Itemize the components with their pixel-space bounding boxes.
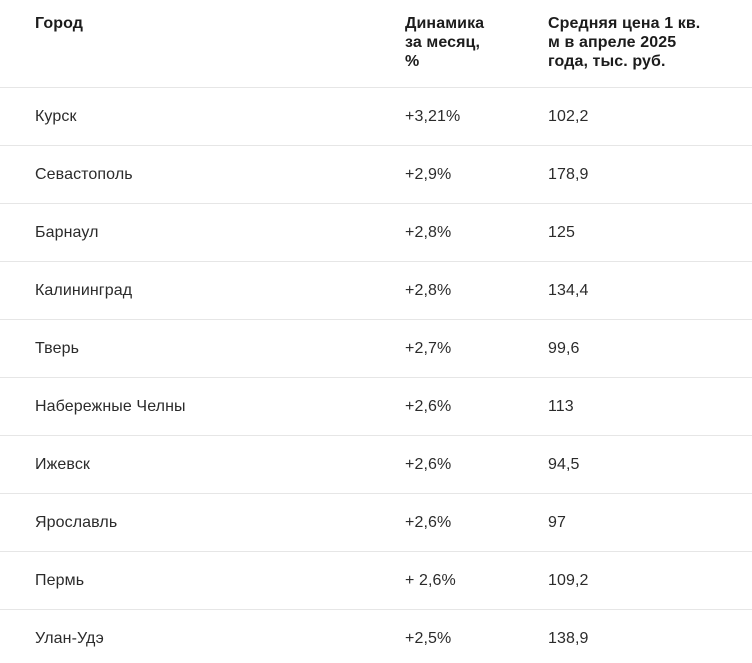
price-cell: 125 bbox=[548, 223, 575, 241]
dynamics-cell: +2,6% bbox=[405, 513, 452, 531]
price-cell: 138,9 bbox=[548, 630, 589, 647]
table-row: Пермь + 2,6% 109,2 bbox=[0, 552, 752, 610]
city-cell: Севастополь bbox=[35, 165, 133, 183]
price-cell: 102,2 bbox=[548, 107, 589, 125]
price-cell: 97 bbox=[548, 513, 566, 531]
table-row: Курск +3,21% 102,2 bbox=[0, 88, 752, 146]
table-row: Калининград +2,8% 134,4 bbox=[0, 262, 752, 320]
city-cell: Улан-Удэ bbox=[35, 630, 104, 647]
column-header-city: Город bbox=[35, 15, 84, 32]
city-cell: Курск bbox=[35, 107, 77, 125]
price-cell: 113 bbox=[548, 397, 574, 415]
city-cell: Пермь bbox=[35, 571, 85, 589]
price-cell: 94,5 bbox=[548, 455, 580, 473]
price-cell: 134,4 bbox=[548, 281, 589, 299]
city-cell: Барнаул bbox=[35, 223, 99, 241]
table-row: Набережные Челны +2,6% 113 bbox=[0, 378, 752, 436]
price-cell: 99,6 bbox=[548, 339, 580, 357]
table-header: Город Динамика за месяц, % Средняя цена … bbox=[0, 0, 752, 88]
table-row: Севастополь +2,9% 178,9 bbox=[0, 146, 752, 204]
dynamics-cell: +2,9% bbox=[405, 165, 452, 183]
table-row: Барнаул +2,8% 125 bbox=[0, 204, 752, 262]
city-cell: Калининград bbox=[35, 281, 133, 299]
price-cell: 178,9 bbox=[548, 165, 589, 183]
dynamics-cell: +3,21% bbox=[405, 107, 461, 125]
column-header-price: Средняя цена 1 кв. м в апреле 2025 года,… bbox=[548, 15, 701, 70]
dynamics-cell: +2,7% bbox=[405, 339, 452, 357]
dynamics-cell: +2,5% bbox=[405, 630, 452, 647]
column-header-dynamics: Динамика за месяц, % bbox=[405, 15, 485, 70]
table-row: Ярославль +2,6% 97 bbox=[0, 494, 752, 552]
table-row: Тверь +2,7% 99,6 bbox=[0, 320, 752, 378]
dynamics-cell: +2,6% bbox=[405, 455, 452, 473]
city-cell: Тверь bbox=[35, 339, 80, 357]
dynamics-cell: +2,8% bbox=[405, 281, 452, 299]
dynamics-cell: + 2,6% bbox=[405, 571, 456, 589]
dynamics-cell: +2,8% bbox=[405, 223, 452, 241]
dynamics-cell: +2,6% bbox=[405, 397, 452, 415]
city-cell: Набережные Челны bbox=[35, 397, 186, 415]
city-cell: Ярославль bbox=[35, 513, 118, 531]
price-cell: 109,2 bbox=[548, 571, 589, 589]
table-row: Ижевск +2,6% 94,5 bbox=[0, 436, 752, 494]
city-cell: Ижевск bbox=[35, 455, 91, 473]
table-row: Улан-Удэ +2,5% 138,9 bbox=[0, 610, 752, 663]
